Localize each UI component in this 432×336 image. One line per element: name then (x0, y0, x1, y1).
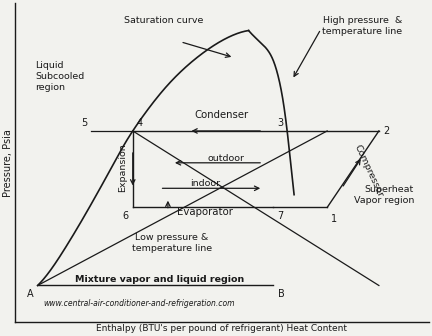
Text: Saturation curve: Saturation curve (124, 16, 203, 25)
Text: 3: 3 (277, 118, 284, 128)
Text: High pressure  &
temperature line: High pressure & temperature line (322, 16, 402, 36)
Text: 7: 7 (277, 211, 284, 221)
Text: outdoor: outdoor (207, 154, 245, 163)
Text: 6: 6 (123, 211, 129, 221)
Text: Expansion: Expansion (118, 143, 127, 192)
Text: indoor: indoor (190, 179, 220, 188)
Text: Mixture vapor and liquid region: Mixture vapor and liquid region (75, 275, 244, 284)
Text: Evaporator: Evaporator (177, 207, 233, 217)
Text: 5: 5 (81, 118, 87, 128)
Text: www.central-air-conditioner-and-refrigeration.com: www.central-air-conditioner-and-refriger… (44, 299, 235, 308)
Text: Low pressure &
temperature line: Low pressure & temperature line (132, 233, 212, 253)
Y-axis label: Pressure, Psia: Pressure, Psia (3, 129, 13, 197)
Text: Superheat
Vapor region: Superheat Vapor region (354, 184, 414, 205)
Text: 2: 2 (383, 126, 389, 136)
X-axis label: Enthalpy (BTU's per pound of refrigerant) Heat Content: Enthalpy (BTU's per pound of refrigerant… (96, 324, 347, 333)
Text: Compressor: Compressor (353, 143, 384, 199)
Text: Liquid
Subcooled
region: Liquid Subcooled region (35, 61, 85, 92)
Text: Condenser: Condenser (195, 110, 249, 120)
Text: 1: 1 (331, 214, 337, 224)
Text: 4: 4 (137, 118, 143, 128)
Text: B: B (277, 289, 284, 299)
Text: A: A (27, 289, 33, 299)
